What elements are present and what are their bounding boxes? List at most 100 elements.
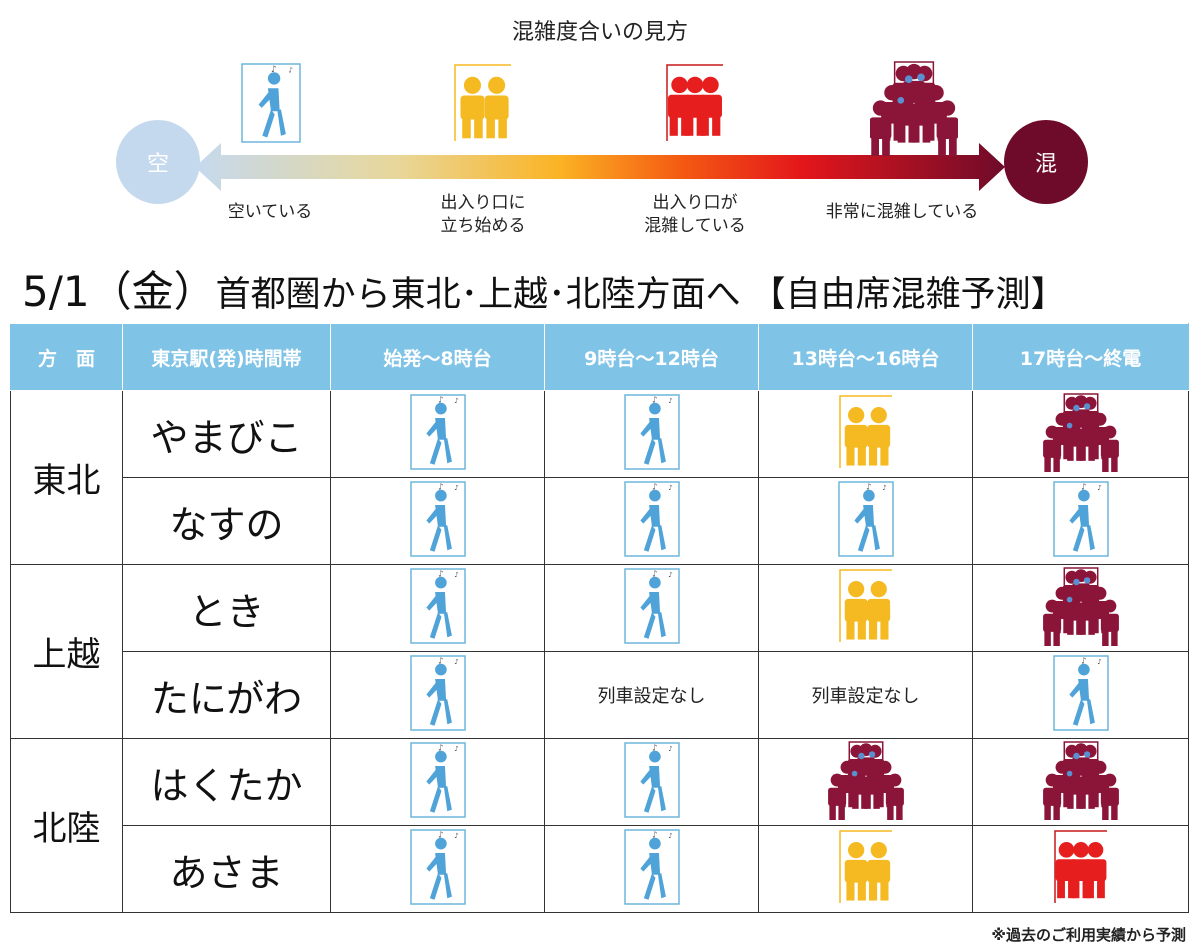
- forecast-cell: [972, 738, 1189, 826]
- title-tag: 【自由席混雑予測】: [750, 275, 1066, 315]
- legend-label-empty: 空いている: [227, 202, 313, 222]
- walking-person-icon: ♪ ♪: [409, 654, 467, 736]
- table-row: なすの ♪ ♪ ♪ ♪ ♪ ♪ ♪ ♪: [11, 477, 1189, 565]
- svg-text:♪: ♪: [288, 66, 293, 75]
- svg-text:♪: ♪: [1097, 657, 1101, 666]
- forecast-title: 5/1（金）首都圏から東北･上越･北陸方面へ 【自由席混雑予測】: [22, 266, 1192, 318]
- congestion-forecast-table: 方 面 東京駅(発)時間帯 始発～8時台 9時台～12時台 13時台～16時台 …: [10, 323, 1189, 913]
- train-yamabiko: やまびこ: [122, 390, 331, 478]
- train-toki: とき: [122, 564, 331, 652]
- svg-text:♪: ♪: [438, 656, 443, 666]
- forecast-cell: ♪ ♪: [330, 477, 545, 565]
- walking-person-icon: ♪ ♪: [409, 567, 467, 649]
- svg-text:♪: ♪: [438, 395, 443, 405]
- header-9-to-12: 9時台～12時台: [544, 323, 759, 391]
- table-row: 東北 やまびこ ♪ ♪ ♪ ♪: [10, 390, 1189, 565]
- forecast-cell: ♪ ♪: [544, 825, 759, 913]
- header-13-to-16: 13時台～16時台: [758, 323, 973, 391]
- crowd-icon: [869, 60, 959, 160]
- two-people-icon: [837, 828, 895, 910]
- forecast-cell: ♪ ♪: [544, 564, 759, 652]
- forecast-cell: ♪ ♪: [972, 651, 1189, 739]
- svg-text:♪: ♪: [1081, 656, 1086, 666]
- walking-person-icon: ♪ ♪: [409, 480, 467, 562]
- no-train-note: 列車設定なし: [597, 686, 706, 707]
- svg-text:♪: ♪: [652, 830, 657, 840]
- title-date: 5/1: [22, 267, 90, 316]
- svg-text:♪: ♪: [866, 482, 871, 492]
- walking-person-icon: ♪ ♪: [1052, 480, 1110, 562]
- walking-person-icon: ♪ ♪: [623, 567, 681, 649]
- svg-text:♪: ♪: [454, 744, 458, 753]
- congestion-gradient-arrow: [195, 143, 1005, 191]
- forecast-cell: 列車設定なし: [544, 651, 759, 739]
- svg-text:♪: ♪: [454, 570, 458, 579]
- direction-hokuriku: 北陸: [10, 738, 123, 913]
- legend-label-very-crowded: 非常に混雑している: [825, 202, 979, 222]
- crowded-circle: 混: [1004, 120, 1088, 204]
- train-asama: あさま: [122, 825, 331, 913]
- svg-text:♪: ♪: [438, 830, 443, 840]
- svg-text:♪: ♪: [1081, 482, 1086, 492]
- walking-person-icon: ♪ ♪: [623, 828, 681, 910]
- three-people-icon: [664, 62, 726, 148]
- walking-person-icon: ♪ ♪: [409, 741, 467, 823]
- svg-text:♪: ♪: [438, 743, 443, 753]
- forecast-cell: ♪ ♪: [330, 738, 545, 826]
- walking-person-icon: ♪ ♪: [623, 480, 681, 562]
- train-nasuno: なすの: [122, 477, 331, 565]
- congestion-legend: 混雑度合いの見方 空 混 ♪ ♪ 空いている 出入り口に 立ち始める 出入り口が …: [0, 0, 1200, 250]
- walking-person-icon: ♪ ♪: [623, 393, 681, 475]
- table-row: 上越 とき ♪ ♪ ♪ ♪: [10, 564, 1189, 739]
- svg-text:♪: ♪: [454, 396, 458, 405]
- table-row: たにがわ ♪ ♪ 列車設定なし 列車設定なし ♪ ♪: [11, 651, 1189, 739]
- legend-label-crowded-doors: 出入り口が 混雑している: [644, 193, 746, 236]
- svg-text:♪: ♪: [652, 395, 657, 405]
- title-day: （金）: [89, 267, 216, 316]
- header-17-to-last: 17時台～終電: [972, 323, 1189, 391]
- svg-text:♪: ♪: [438, 482, 443, 492]
- header-direction: 方 面: [10, 323, 123, 391]
- forecast-cell: ♪ ♪: [544, 738, 759, 826]
- table-row: あさま ♪ ♪ ♪ ♪: [11, 825, 1189, 913]
- forecast-cell: ♪ ♪: [330, 825, 545, 913]
- svg-text:♪: ♪: [438, 569, 443, 579]
- train-tanigawa: たにがわ: [122, 651, 331, 739]
- svg-text:♪: ♪: [652, 482, 657, 492]
- walking-person-icon: ♪ ♪: [623, 741, 681, 823]
- svg-text:♪: ♪: [668, 483, 672, 492]
- legend-title: 混雑度合いの見方: [511, 20, 688, 45]
- two-people-icon: [452, 62, 514, 148]
- svg-text:♪: ♪: [271, 65, 277, 75]
- forecast-cell: 列車設定なし: [758, 651, 973, 739]
- crowd-icon: [827, 740, 904, 824]
- walking-person-icon: ♪ ♪: [409, 393, 467, 475]
- svg-text:♪: ♪: [454, 483, 458, 492]
- forecast-cell: [972, 564, 1189, 652]
- crowd-icon: [1042, 392, 1119, 476]
- forecast-cell: ♪ ♪: [544, 390, 759, 478]
- direction-tohoku: 東北: [10, 390, 123, 565]
- crowd-icon: [1042, 566, 1119, 650]
- svg-text:♪: ♪: [882, 483, 886, 492]
- crowd-icon: [1042, 740, 1119, 824]
- header-first-to-8: 始発～8時台: [330, 323, 545, 391]
- svg-text:♪: ♪: [668, 396, 672, 405]
- two-people-icon: [837, 393, 895, 475]
- forecast-cell: [758, 390, 973, 478]
- forecast-cell: ♪ ♪: [758, 477, 973, 565]
- legend-label-standing: 出入り口に 立ち始める: [440, 193, 526, 236]
- svg-text:♪: ♪: [652, 743, 657, 753]
- forecast-cell: [758, 825, 973, 913]
- forecast-cell: [972, 825, 1189, 913]
- forecast-cell: ♪ ♪: [972, 477, 1189, 565]
- table-row: 北陸 はくたか ♪ ♪ ♪ ♪: [10, 738, 1189, 913]
- three-people-icon: [1052, 828, 1110, 910]
- svg-text:♪: ♪: [652, 569, 657, 579]
- svg-text:♪: ♪: [454, 657, 458, 666]
- svg-text:♪: ♪: [1097, 483, 1101, 492]
- header-departure-time: 東京駅(発)時間帯: [122, 323, 331, 391]
- empty-circle: 空: [116, 120, 200, 204]
- walking-person-icon: ♪ ♪: [409, 828, 467, 910]
- table-header-row: 方 面 東京駅(発)時間帯 始発～8時台 9時台～12時台 13時台～16時台 …: [10, 323, 1189, 391]
